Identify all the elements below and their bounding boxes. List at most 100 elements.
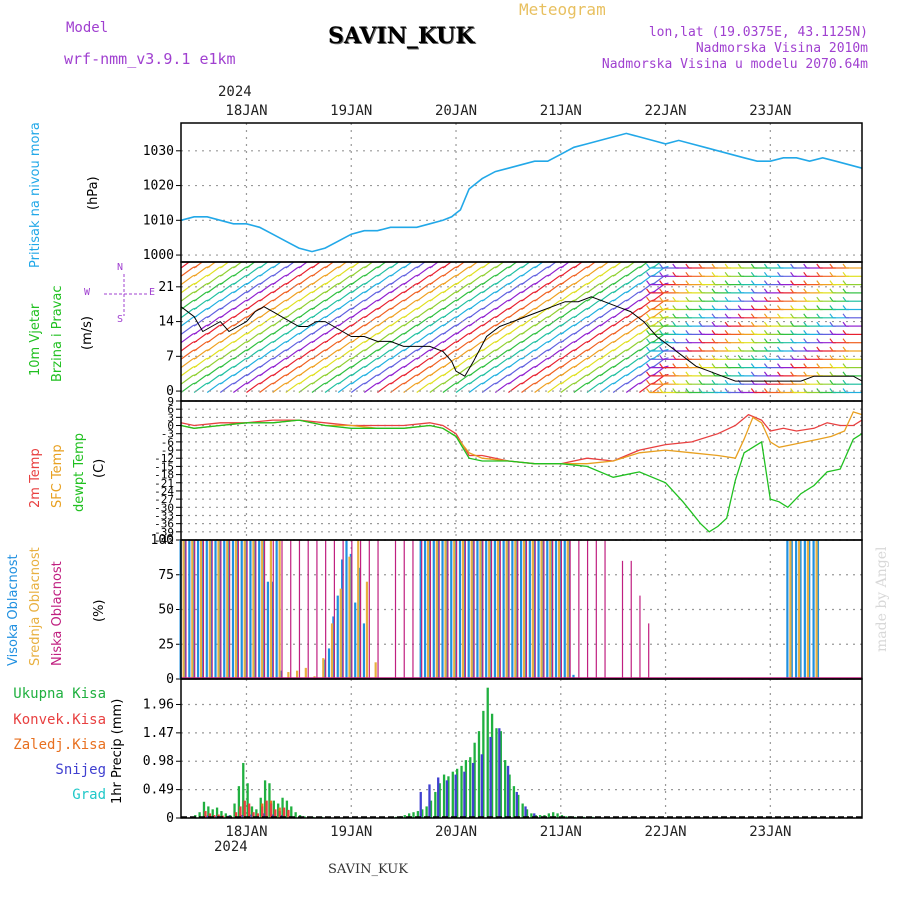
wind-barb-flag: [803, 280, 808, 285]
wind-barb-flag: [737, 321, 742, 327]
temp-line-dewpt: [180, 419, 863, 533]
precip-bar-precip_total: [425, 806, 428, 818]
wind-barb: [586, 316, 600, 327]
cloud-bar-cloud_high: [266, 581, 270, 679]
wind-barb: [521, 262, 531, 269]
wind-barb: [521, 283, 534, 294]
wind-barb: [547, 275, 561, 286]
cloud-bar-cloud_mid: [226, 540, 229, 679]
wind-barb-flag: [763, 296, 768, 302]
wind-barb: [324, 350, 338, 360]
wind-barb-flag: [790, 296, 795, 302]
wind-barb-flag: [829, 305, 834, 310]
wind-barb: [534, 341, 547, 352]
wind-barb: [181, 333, 194, 344]
wind-barb-flag: [672, 354, 677, 360]
wind-barb: [311, 262, 322, 269]
wind-barb: [259, 308, 272, 319]
wind-barb: [390, 374, 403, 385]
cloud-bar-cloud_mid: [330, 623, 334, 679]
wind-barb: [560, 267, 574, 277]
wind-barb-flag: [698, 313, 703, 319]
wind-barb: [259, 374, 272, 385]
wind-barb: [547, 374, 561, 385]
wind-barb-flag: [664, 324, 669, 327]
wind-barb: [206, 316, 220, 327]
wind-barb: [298, 333, 312, 344]
wind-barb: [193, 262, 204, 269]
wind-barb: [429, 283, 443, 294]
wind-barb: [219, 300, 233, 310]
wind-barb: [324, 308, 338, 319]
cloud-bar-cloud_high: [231, 540, 235, 679]
wind-barb-flag: [442, 258, 446, 259]
cloud-bar-cloud_low: [403, 540, 405, 679]
precip-bar-precip_conv: [287, 809, 290, 818]
cloud-bar-cloud_low: [342, 540, 344, 679]
wind-barb: [193, 366, 207, 377]
precip-bar-precip_total: [277, 803, 280, 818]
compass-s-label: S: [117, 314, 124, 325]
wind-barb: [298, 275, 312, 286]
wind-barb: [494, 316, 508, 327]
wind-barb-flag: [724, 388, 729, 393]
wind-barb: [652, 275, 665, 286]
wind-barb: [481, 275, 495, 286]
cloud-bar-cloud_mid: [208, 540, 211, 679]
wind-barb: [233, 366, 246, 377]
cloud-bar-cloud_low: [220, 540, 222, 679]
wind-barb: [455, 383, 469, 393]
wind-barb: [494, 300, 508, 310]
wind-barb: [586, 341, 600, 352]
station-title: SAVIN_KUK: [328, 23, 475, 49]
wind-barb: [350, 267, 364, 277]
wind-barb: [468, 275, 482, 286]
wind-barb: [612, 358, 626, 369]
cloud-bar-cloud_low: [412, 540, 414, 679]
wind-barb: [259, 267, 272, 277]
cloud-bar-cloud_high: [803, 540, 806, 679]
wind-barb: [324, 275, 338, 286]
wind-barb: [468, 267, 482, 277]
wind-barb: [455, 325, 469, 335]
wind-barb-flag: [685, 280, 690, 285]
wind-barb-flag: [599, 258, 603, 259]
cloud-bar-cloud_high: [498, 540, 501, 679]
wind-barb: [377, 283, 390, 294]
wind-barb-flag: [672, 338, 677, 344]
wind-barb: [390, 308, 403, 319]
wind-barb: [560, 283, 574, 294]
wind-barb-flag: [698, 363, 703, 368]
wind-barb: [259, 341, 272, 352]
wind-barb-flag: [803, 330, 808, 335]
wind-barb: [639, 291, 652, 302]
y-tick-label: 0: [166, 811, 174, 826]
wind-barb: [639, 341, 652, 352]
wind-barb: [442, 366, 456, 377]
wind-barb: [298, 325, 312, 335]
cloud-bar-cloud_high: [541, 540, 545, 679]
precip-bar-precip_total: [233, 803, 236, 818]
wind-barb: [468, 283, 482, 294]
wind-barb: [599, 358, 613, 369]
wind-barb: [259, 283, 272, 294]
wind-barb: [494, 325, 508, 335]
wind-barb-flag: [659, 305, 664, 310]
wind-barb-flag: [586, 258, 590, 259]
wind-barb: [612, 291, 626, 302]
wind-barb: [193, 267, 207, 277]
wind-barb: [547, 267, 561, 277]
wind-barb: [625, 374, 639, 385]
wind-barb: [377, 300, 390, 310]
wind-barb-flag: [816, 363, 821, 368]
cloud-bar-cloud_high: [799, 540, 802, 679]
wind-barb: [219, 267, 233, 277]
wind-barb-flag: [803, 296, 808, 302]
wind-barb-flag: [659, 271, 664, 277]
wind-barb-flag: [520, 258, 524, 259]
precip-bar-precip_total: [499, 731, 502, 818]
wind-barb-flag: [763, 280, 768, 285]
wind-barb: [521, 350, 534, 360]
wind-barb: [560, 366, 574, 377]
wind-barb-flag: [672, 388, 677, 393]
